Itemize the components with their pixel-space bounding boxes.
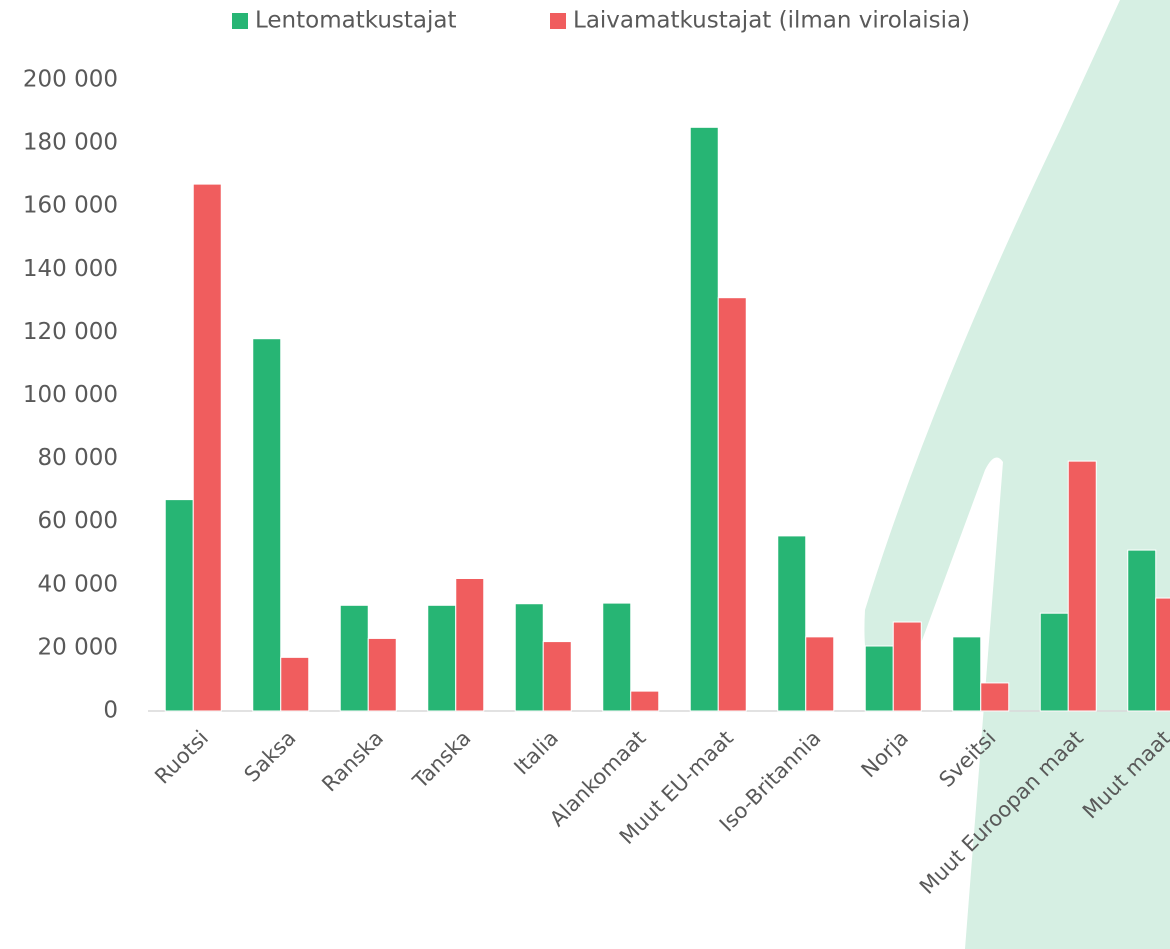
legend: Lentomatkustajat Laivamatkustajat (ilman …: [232, 8, 970, 34]
bar: [455, 577, 485, 712]
bar: [280, 656, 310, 712]
y-tick-label: 40 000: [38, 571, 118, 597]
bar: [980, 682, 1010, 712]
x-tick-label: Italia: [509, 726, 563, 780]
y-tick-label: 100 000: [23, 382, 118, 408]
bar: [192, 183, 222, 712]
bar: [717, 297, 747, 712]
legend-swatch: [550, 13, 566, 29]
bar: [864, 645, 894, 712]
bar: [514, 603, 544, 712]
bar: [1127, 549, 1157, 712]
bar: [1067, 460, 1097, 712]
y-tick-label: 180 000: [23, 130, 118, 156]
bar: [892, 621, 922, 712]
bar: [805, 636, 835, 712]
bar: [252, 338, 282, 712]
y-tick-label: 0: [103, 698, 118, 724]
bar: [339, 604, 369, 712]
y-tick-label: 60 000: [38, 508, 118, 534]
bar: [602, 602, 632, 712]
y-tick-label: 160 000: [23, 193, 118, 219]
bar: [164, 499, 194, 712]
bar: [1039, 612, 1069, 712]
bar: [1155, 597, 1170, 712]
bar: [367, 637, 397, 712]
y-tick-label: 20 000: [38, 634, 118, 660]
bar: [630, 690, 660, 712]
y-tick-label: 200 000: [23, 67, 118, 93]
bar: [542, 641, 572, 712]
x-tick-label: Saksa: [240, 726, 301, 787]
y-tick-label: 80 000: [38, 445, 118, 471]
x-tick-label: Tanska: [408, 726, 476, 794]
x-tick-label: Norja: [857, 726, 914, 783]
legend-swatch: [232, 13, 248, 29]
y-tick-label: 120 000: [23, 319, 118, 345]
x-tick-label: Ranska: [317, 726, 388, 797]
bar: [689, 126, 719, 712]
x-tick-label: Ruotsi: [150, 726, 213, 789]
bar: [427, 604, 457, 712]
y-tick-label: 140 000: [23, 256, 118, 282]
bar: [952, 636, 982, 712]
legend-label: Lentomatkustajat: [255, 8, 457, 34]
legend-label: Laivamatkustajat (ilman virolaisia): [573, 8, 970, 34]
bar: [777, 535, 807, 712]
